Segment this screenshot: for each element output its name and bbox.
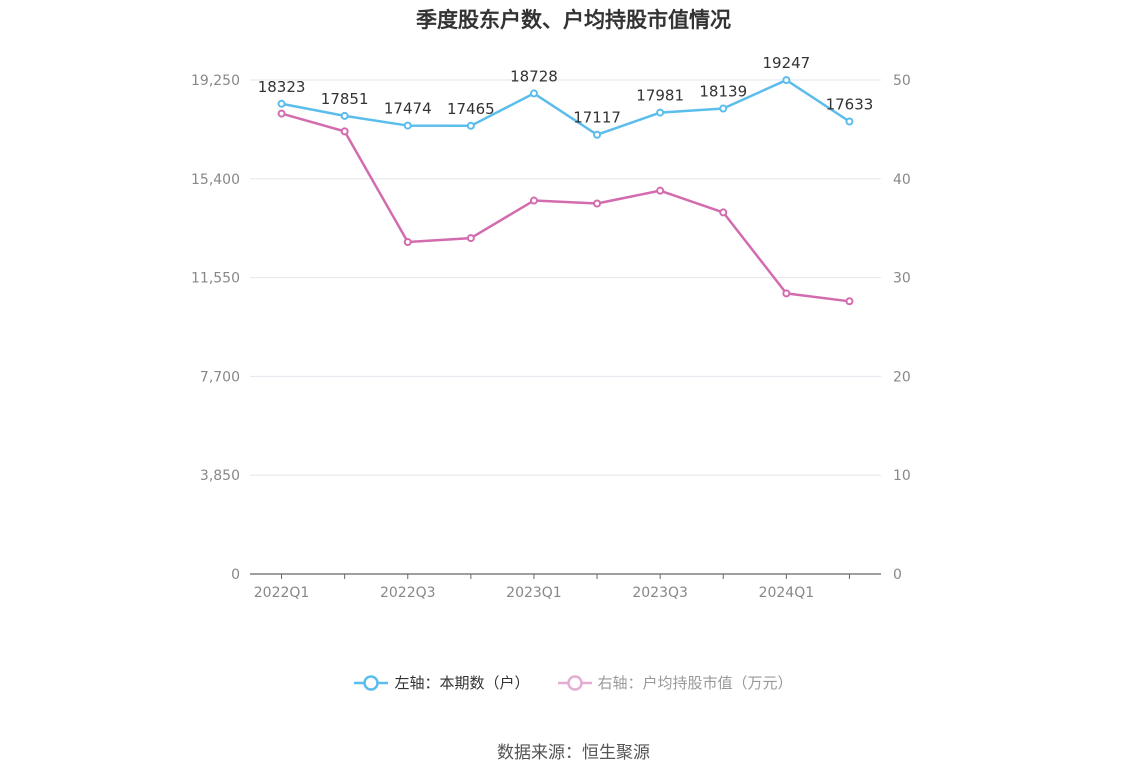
data-point-series-1 [719,104,728,113]
data-labels: 18323 17851 17474 17465 18728 17117 17981 18139… [258,54,874,127]
data-point-series-2 [277,109,286,118]
data-label: 17851 [321,90,369,108]
axes: 0 3,850 7,700 11,550 15,400 19,250 0 10 20 30 40 50… [191,73,911,601]
legend-left-series-icon [354,674,389,691]
legend-item-left-series[interactable]: 左轴：本期数（户） [354,672,530,693]
data-label: 19247 [762,54,810,72]
data-point-series-2 [340,127,349,136]
legend: 左轴：本期数（户） 右轴：户均持股市值（万元） [0,672,1147,693]
data-point-series-1 [845,117,854,126]
data-point-series-2 [656,186,665,195]
data-point-series-1 [466,121,475,130]
right-axis-tick-label: 0 [893,567,902,583]
data-point-series-1 [593,130,602,139]
data-source: 数据来源：恒生聚源 [497,743,650,763]
data-label: 17981 [636,87,684,105]
left-axis-tick-label: 3,850 [200,468,240,484]
left-axis-tick-label: 11,550 [191,271,240,287]
grid-lines [250,79,881,476]
data-label: 18323 [258,78,306,96]
legend-right-series-label: 右轴：户均持股市值（万元） [597,674,793,692]
data-label: 17465 [447,100,495,118]
legend-right-series-icon [557,674,592,691]
data-label: 17633 [826,95,874,113]
data-point-series-2 [782,289,791,298]
right-axis-tick-label: 40 [893,172,911,188]
data-label: 17117 [573,109,621,127]
data-point-series-2 [466,234,475,243]
right-axis-tick-label: 20 [893,369,911,385]
data-point-series-2 [845,297,854,306]
data-point-series-2 [593,199,602,208]
data-label: 17474 [384,100,432,118]
x-axis-tick-label: 2023Q1 [506,585,562,601]
x-axis-tick-label: 2022Q1 [254,585,310,601]
right-axis-tick-label: 10 [893,468,911,484]
legend-left-series-label: 左轴：本期数（户） [394,674,530,692]
data-label: 18139 [699,83,747,101]
left-axis-tick-label: 19,250 [191,73,240,89]
series-line-1 [281,78,851,136]
data-point-series-2 [719,208,728,217]
data-point-series-1 [782,76,791,85]
data-point-series-1 [529,89,538,98]
right-axis-tick-label: 30 [893,271,911,287]
chart-canvas: 0 3,850 7,700 11,550 15,400 19,250 0 10 20 30 40 50… [191,54,911,601]
left-axis-tick-label: 7,700 [200,369,240,385]
data-point-series-2 [403,238,412,247]
data-point-series-1 [656,108,665,117]
left-axis-tick-label: 0 [231,567,240,583]
data-point-series-1 [340,111,349,120]
series-line-2 [281,112,850,303]
data-point-series-1 [403,121,412,130]
chart-title: 季度股东户数、户均持股市值情况 [416,8,731,32]
data-point-series-2 [529,196,538,205]
x-axis-tick-label: 2023Q3 [632,585,688,601]
right-axis-tick-label: 50 [893,73,911,89]
data-point-series-1 [277,99,286,108]
data-label: 18728 [510,67,558,85]
x-axis-tick-label: 2022Q3 [380,585,436,601]
left-axis-tick-label: 15,400 [191,172,240,188]
series-lines [277,76,854,306]
legend-item-right-series[interactable]: 右轴：户均持股市值（万元） [557,672,793,693]
x-axis-tick-label: 2024Q1 [759,585,815,601]
